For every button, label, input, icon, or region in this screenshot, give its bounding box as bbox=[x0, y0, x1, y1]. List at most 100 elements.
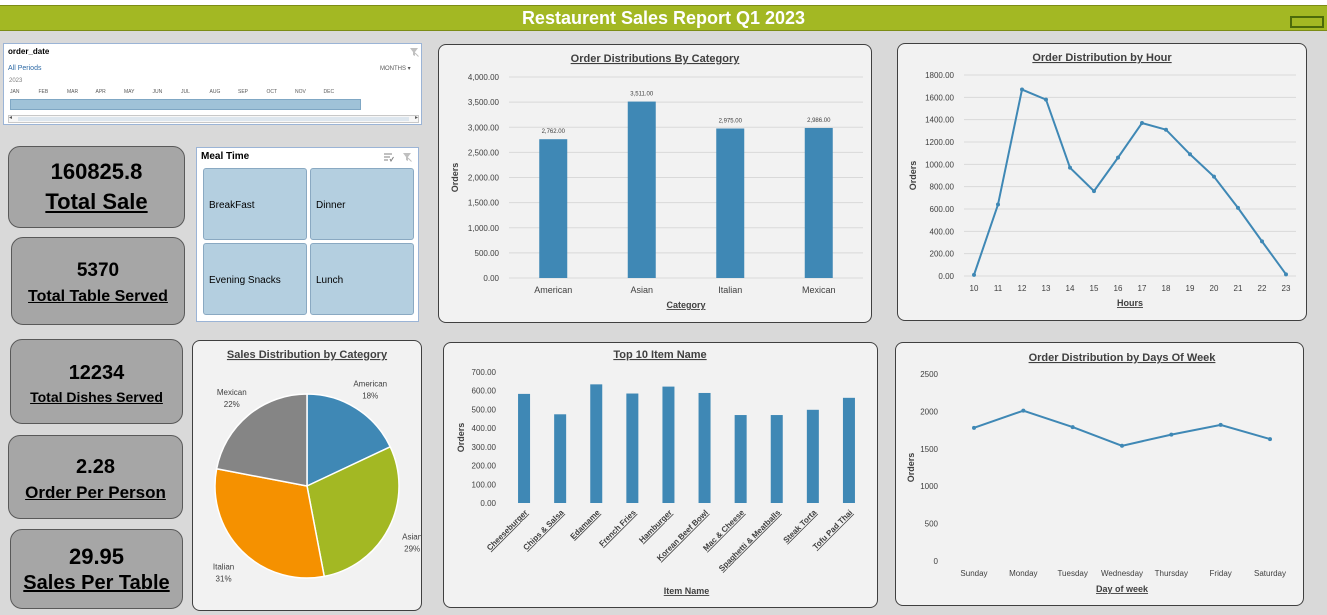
y-tick-label: 2,500.00 bbox=[468, 148, 500, 157]
timeline-scrollbar[interactable]: ◂ ▸ bbox=[8, 115, 419, 123]
x-axis-label: Item Name bbox=[664, 586, 710, 596]
bar bbox=[716, 128, 745, 278]
slicer-title: Meal Time bbox=[201, 151, 250, 162]
y-tick-label: 2000 bbox=[920, 407, 938, 416]
y-tick-label: 500 bbox=[925, 520, 939, 529]
bar bbox=[804, 127, 833, 279]
kpi-total-table-served: 5370 Total Table Served bbox=[11, 237, 185, 325]
pie-category-label: Asian bbox=[402, 533, 421, 542]
x-tick-label: 14 bbox=[1066, 284, 1075, 293]
slicer-item-label: Dinner bbox=[316, 200, 346, 211]
hour-orders-chart: Order Distribution by Hour 0.00 200.00 400.… bbox=[908, 52, 1296, 308]
y-axis-label: Orders bbox=[450, 163, 460, 193]
chart-title: Top 10 Item Name bbox=[613, 349, 706, 361]
timeline-range-bar[interactable] bbox=[10, 99, 361, 110]
chart-panel-category-orders[interactable]: Order Distributions By Category 0.00 500.0… bbox=[438, 44, 872, 323]
pie-slice bbox=[306, 393, 392, 488]
y-tick-label: 400.00 bbox=[930, 227, 955, 236]
pie-percent-label: 18% bbox=[362, 391, 378, 400]
order-date-timeline[interactable]: order_date All Periods MONTHS ▾ 2023 JAN… bbox=[3, 43, 422, 125]
timeline-month-label[interactable]: MAY bbox=[124, 89, 135, 95]
pie-slice bbox=[306, 445, 400, 578]
x-tick-label: Asian bbox=[630, 285, 653, 295]
y-tick-label: 200.00 bbox=[472, 462, 497, 471]
slicer-item-evening-snacks[interactable]: Evening Snacks bbox=[203, 243, 307, 315]
data-point bbox=[1218, 422, 1223, 427]
bar bbox=[734, 415, 747, 503]
timeline-month-label[interactable]: DEC bbox=[323, 89, 335, 95]
x-tick-label: 17 bbox=[1138, 284, 1147, 293]
timeline-year: 2023 bbox=[9, 78, 23, 84]
chart-panel-top-items[interactable]: Top 10 Item Name 0.00 100.00 200.00 300.00 40… bbox=[443, 342, 878, 608]
timeline-month-label[interactable]: MAR bbox=[67, 89, 79, 95]
kpi-value: 12234 bbox=[68, 362, 125, 384]
data-point bbox=[1068, 165, 1072, 170]
banner-cell-highlight[interactable] bbox=[1290, 16, 1324, 28]
data-label: 3,511.00 bbox=[630, 92, 654, 98]
y-tick-label: 600.00 bbox=[472, 387, 497, 396]
data-point bbox=[972, 272, 976, 277]
timeline-month-label[interactable]: APR bbox=[95, 89, 106, 95]
weekday-orders-chart: Order Distribution by Days Of Week 0 500 10… bbox=[906, 352, 1286, 594]
kpi-value: 160825.8 bbox=[50, 159, 143, 184]
kpi-value: 29.95 bbox=[68, 544, 125, 569]
data-label: 2,762.00 bbox=[542, 129, 566, 135]
slicer-item-breakfast[interactable]: BreakFast bbox=[203, 168, 307, 240]
bar bbox=[518, 393, 531, 503]
bar bbox=[590, 384, 603, 503]
bar bbox=[662, 386, 675, 503]
multi-select-icon[interactable] bbox=[383, 152, 394, 162]
bar bbox=[842, 397, 855, 503]
x-tick-label: 16 bbox=[1114, 284, 1123, 293]
y-tick-label: 3,000.00 bbox=[468, 123, 500, 132]
scroll-thumb[interactable] bbox=[18, 117, 409, 121]
y-tick-label: 500.00 bbox=[475, 249, 500, 258]
series-line bbox=[973, 88, 1287, 276]
slicer-item-lunch[interactable]: Lunch bbox=[310, 243, 414, 315]
y-axis-label: Orders bbox=[456, 423, 466, 453]
data-point bbox=[1164, 127, 1168, 132]
timeline-clear-filter-icon[interactable] bbox=[409, 47, 419, 57]
chart-panel-sales-pie[interactable]: Sales Distribution by Category American 18… bbox=[192, 340, 422, 611]
timeline-month-label[interactable]: NOV bbox=[295, 89, 306, 95]
slicer-item-dinner[interactable]: Dinner bbox=[310, 168, 414, 240]
data-point bbox=[1021, 408, 1026, 413]
x-tick-label: Hamburger bbox=[637, 508, 674, 545]
meal-time-slicer[interactable]: Meal Time BreakFast Dinner Evening Snack… bbox=[196, 147, 419, 322]
kpi-value: 2.28 bbox=[76, 456, 115, 478]
title-banner: Restaurent Sales Report Q1 2023 bbox=[0, 5, 1327, 31]
y-tick-label: 700.00 bbox=[472, 368, 497, 377]
timeline-period[interactable]: All Periods bbox=[8, 65, 42, 72]
x-tick-label: Wednesday bbox=[1101, 569, 1143, 578]
x-tick-label: Mexican bbox=[802, 285, 836, 295]
kpi-label: Total Dishes Served bbox=[30, 389, 163, 405]
timeline-month-label[interactable]: SEP bbox=[238, 89, 249, 95]
y-tick-label: 1400.00 bbox=[925, 116, 954, 125]
scroll-right-icon[interactable]: ▸ bbox=[414, 115, 418, 121]
timeline-level-selector[interactable]: MONTHS ▾ bbox=[380, 65, 411, 72]
scroll-left-icon[interactable]: ◂ bbox=[9, 115, 13, 121]
x-tick-label: Spaghetti & Meatballs bbox=[717, 508, 783, 574]
y-tick-label: 500.00 bbox=[472, 405, 497, 414]
timeline-months: JAN FEB MAR APR MAY JUN JUL AUG SEP OCT NOV DEC bbox=[4, 89, 423, 97]
data-point bbox=[1140, 121, 1144, 126]
data-point bbox=[1070, 425, 1075, 430]
timeline-month-label[interactable]: JUL bbox=[181, 89, 190, 95]
x-tick-label: Sunday bbox=[960, 569, 987, 578]
pie-slice bbox=[214, 467, 326, 579]
timeline-month-label[interactable]: AUG bbox=[209, 89, 221, 95]
pie-percent-label: 29% bbox=[404, 545, 420, 554]
pie-percent-label: 31% bbox=[216, 574, 232, 583]
chart-panel-hour-orders[interactable]: Order Distribution by Hour 0.00 200.00 400.… bbox=[897, 43, 1307, 321]
chart-panel-weekday-orders[interactable]: Order Distribution by Days Of Week 0 500 10… bbox=[895, 342, 1304, 606]
timeline-month-label[interactable]: FEB bbox=[38, 89, 49, 95]
data-point bbox=[1284, 272, 1288, 277]
clear-filter-icon[interactable] bbox=[402, 152, 412, 162]
x-axis-label: Hours bbox=[1117, 298, 1143, 308]
x-tick-label: Italian bbox=[718, 285, 742, 295]
data-point bbox=[1116, 155, 1120, 160]
timeline-month-label[interactable]: JUN bbox=[152, 89, 163, 95]
timeline-month-label[interactable]: OCT bbox=[266, 89, 278, 95]
y-axis-label: Orders bbox=[908, 161, 918, 191]
timeline-month-label[interactable]: JAN bbox=[10, 89, 20, 95]
